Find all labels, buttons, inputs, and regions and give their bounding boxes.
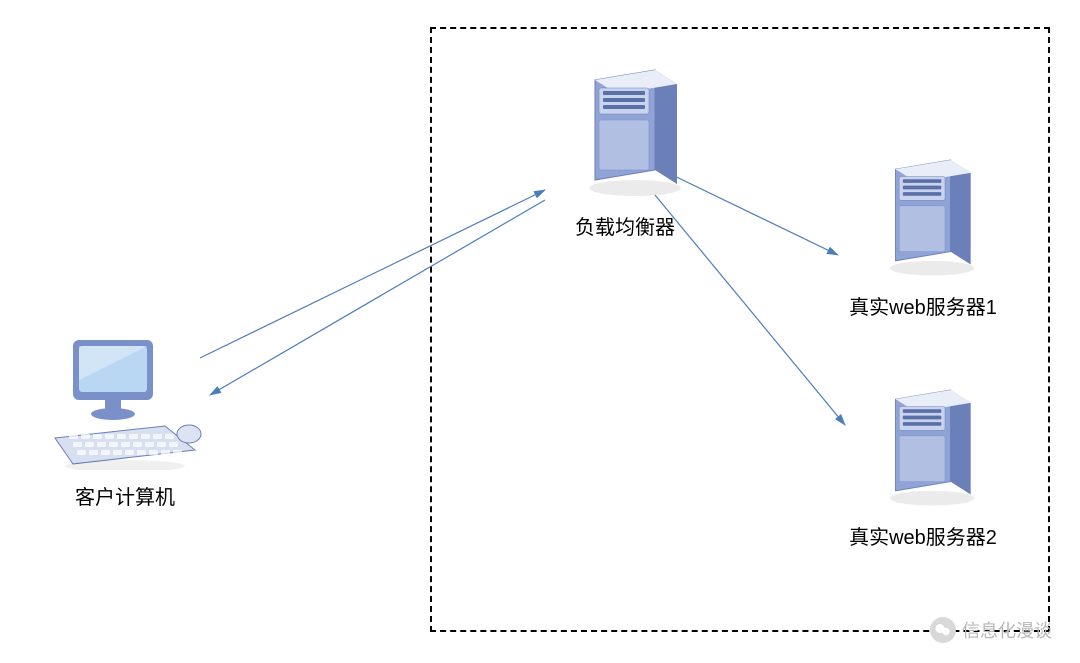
load-balancer-node: 负载均衡器 [540, 60, 710, 240]
server-icon [838, 150, 1008, 285]
client-pc-icon [40, 330, 210, 475]
wechat-icon [930, 617, 956, 643]
web-server-1-label: 真实web服务器1 [838, 291, 1008, 320]
watermark: 信息化漫谈 [930, 617, 1052, 643]
web-server-2-label: 真实web服务器2 [838, 521, 1008, 550]
web-server-2-node: 真实web服务器2 [838, 380, 1008, 550]
client-label: 客户计算机 [40, 481, 210, 510]
client-computer-node: 客户计算机 [40, 330, 210, 510]
load-balancer-label: 负载均衡器 [540, 211, 710, 240]
server-icon [838, 380, 1008, 515]
diagram-canvas: 客户计算机 负载均衡器 真实web服务器1 真实web服务器2 信息化漫谈 [0, 0, 1080, 663]
watermark-text: 信息化漫谈 [962, 617, 1052, 643]
server-icon [540, 60, 710, 205]
web-server-1-node: 真实web服务器1 [838, 150, 1008, 320]
